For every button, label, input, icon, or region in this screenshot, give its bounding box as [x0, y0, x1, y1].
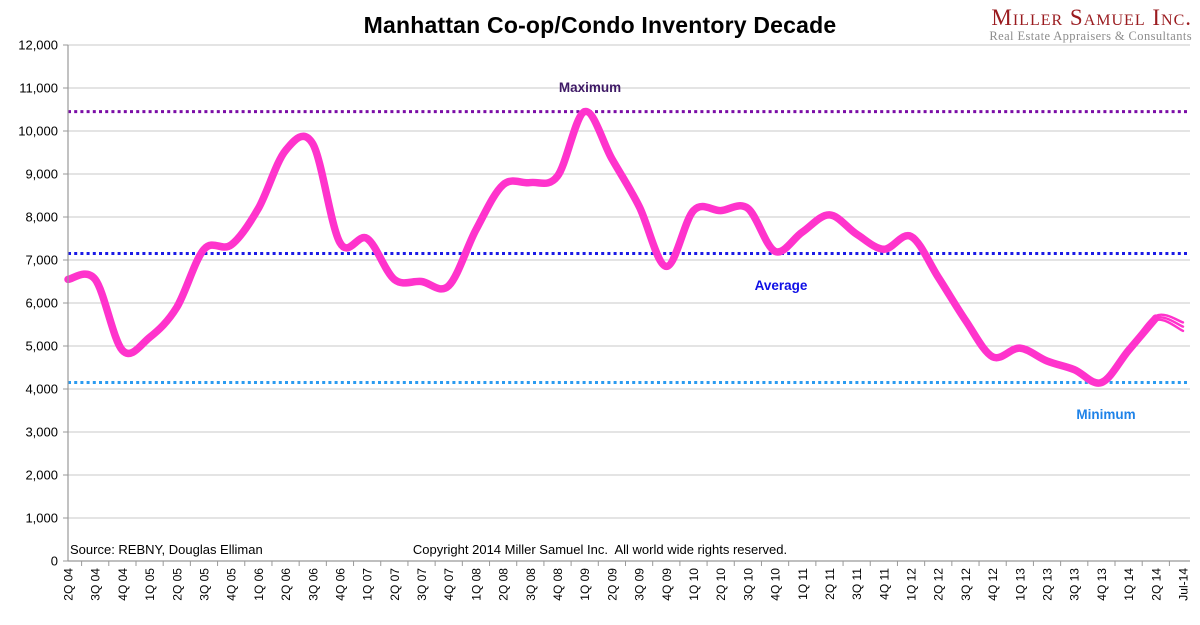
x-tick-label: 1Q 08 — [469, 568, 483, 601]
y-tick-label: 9,000 — [25, 167, 58, 182]
x-tick-label: 1Q 13 — [1013, 568, 1027, 601]
x-tick-label: 1Q 07 — [361, 568, 375, 601]
y-tick-label: 8,000 — [25, 210, 58, 225]
x-tick-label: 2Q 07 — [388, 568, 402, 601]
y-tick-label: 12,000 — [18, 38, 58, 53]
x-tick-label: 2Q 14 — [1149, 568, 1163, 601]
x-tick-label: 1Q 11 — [796, 568, 810, 600]
x-tick-label: 2Q 05 — [170, 568, 184, 601]
x-tick-label: 1Q 09 — [578, 568, 592, 601]
x-tick-label: 1Q 06 — [252, 568, 266, 601]
x-tick-label: 2Q 10 — [714, 568, 728, 601]
logo-tagline: Real Estate Appraisers & Consultants — [989, 29, 1192, 44]
x-tick-label: 1Q 10 — [687, 568, 701, 601]
y-tick-label: 2,000 — [25, 468, 58, 483]
x-tick-label: 3Q 04 — [89, 568, 103, 601]
y-tick-label: 4,000 — [25, 382, 58, 397]
x-tick-label: 4Q 08 — [551, 568, 565, 601]
forecast-strand — [1127, 318, 1185, 352]
x-tick-label: 2Q 13 — [1041, 568, 1055, 601]
chart-title: Manhattan Co-op/Condo Inventory Decade — [363, 12, 837, 38]
x-tick-label: 3Q 10 — [741, 568, 755, 601]
x-tick-label: 1Q 05 — [143, 568, 157, 601]
x-tick-label: 3Q 13 — [1068, 568, 1082, 601]
x-tick-label: 4Q 09 — [660, 568, 674, 601]
company-logo: Miller Samuel Inc. Real Estate Appraiser… — [989, 5, 1192, 44]
x-tick-label: 1Q 12 — [905, 568, 919, 601]
x-tick-label: 2Q 09 — [605, 568, 619, 601]
x-tick-label: 1Q 14 — [1122, 568, 1136, 601]
x-tick-label: 3Q 08 — [524, 568, 538, 601]
y-tick-label: 11,000 — [19, 81, 58, 96]
x-tick-label: 3Q 09 — [633, 568, 647, 601]
annotation-minimum: Minimum — [1076, 406, 1136, 422]
y-tick-label: 0 — [51, 554, 58, 569]
y-tick-label: 3,000 — [25, 425, 58, 440]
x-tick-label: 4Q 04 — [116, 568, 130, 601]
copyright-note: Copyright 2014 Miller Samuel Inc. All wo… — [412, 542, 788, 557]
x-tick-label: 3Q 05 — [197, 568, 211, 601]
x-tick-label: 4Q 12 — [986, 568, 1000, 601]
x-tick-label: 2Q 08 — [497, 568, 511, 601]
source-note: Source: REBNY, Douglas Elliman — [70, 542, 263, 557]
x-tick-label: 4Q 10 — [769, 568, 783, 601]
y-tick-label: 7,000 — [25, 253, 58, 268]
x-tick-label: 2Q 06 — [279, 568, 293, 601]
y-tick-label: 6,000 — [25, 296, 58, 311]
x-tick-label: 3Q 12 — [959, 568, 973, 601]
annotation-maximum: Maximum — [558, 80, 622, 96]
x-tick-label: 4Q 05 — [225, 568, 239, 601]
x-tick-label: 2Q 04 — [62, 568, 76, 601]
x-tick-label: 2Q 12 — [932, 568, 946, 601]
annotation-average: Average — [754, 277, 808, 293]
x-tick-label: 3Q 06 — [306, 568, 320, 601]
y-tick-label: 5,000 — [25, 339, 58, 354]
x-tick-label: 3Q 11 — [850, 568, 864, 600]
x-tick-label: 4Q 07 — [442, 568, 456, 601]
x-tick-label: 4Q 06 — [333, 568, 347, 601]
x-tick-label: Jul-14 — [1177, 568, 1191, 601]
x-tick-label: 2Q 11 — [823, 568, 837, 600]
y-tick-label: 1,000 — [25, 511, 58, 526]
y-tick-label: 10,000 — [18, 124, 58, 139]
inventory-line — [64, 107, 1160, 387]
logo-company-name: Miller Samuel Inc. — [991, 5, 1192, 30]
x-tick-label: 4Q 13 — [1095, 568, 1109, 601]
x-tick-label: 4Q 11 — [877, 568, 891, 600]
x-tick-label: 3Q 07 — [415, 568, 429, 601]
